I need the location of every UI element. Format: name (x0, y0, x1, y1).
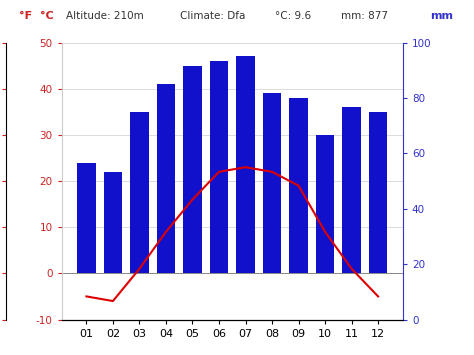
Text: Altitude: 210m: Altitude: 210m (66, 11, 144, 21)
Text: °C: °C (40, 11, 54, 21)
Bar (369, 112, 387, 273)
Text: mm: mm (429, 11, 453, 21)
Bar (289, 98, 308, 273)
Bar (157, 84, 175, 273)
Text: Climate: Dfa: Climate: Dfa (180, 11, 246, 21)
Bar (183, 66, 202, 273)
Bar (130, 112, 149, 273)
Bar (316, 135, 334, 273)
Text: °F: °F (19, 11, 32, 21)
Bar (104, 172, 122, 273)
Text: mm: 877: mm: 877 (341, 11, 388, 21)
Bar (263, 93, 281, 273)
Bar (210, 61, 228, 273)
Bar (342, 107, 361, 273)
Bar (77, 163, 96, 273)
Text: °C: 9.6: °C: 9.6 (275, 11, 311, 21)
Bar (236, 56, 255, 273)
